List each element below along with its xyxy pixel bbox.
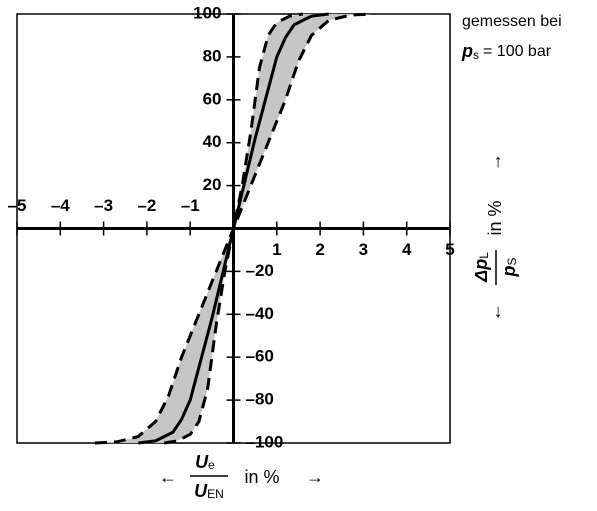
symbol: p <box>499 266 519 278</box>
denominator: UEN <box>194 481 224 501</box>
arrow: → <box>306 467 324 487</box>
y-tick-label: –20 <box>246 261 274 280</box>
sub: L <box>477 252 491 259</box>
symbol: Δp <box>471 259 491 283</box>
arrow: ← <box>159 467 177 487</box>
arrow: → <box>485 153 505 171</box>
x-tick-label: 1 <box>272 240 281 259</box>
denominator: pS <box>499 257 519 277</box>
y-tick-label: 60 <box>203 89 222 108</box>
annotation-symbol: p <box>461 41 473 61</box>
y-tick-label: –40 <box>246 304 274 323</box>
x-tick-label: –4 <box>51 196 70 215</box>
y-tick-label: 20 <box>203 175 222 194</box>
sub: EN <box>207 487 224 501</box>
annotation: gemessen bei <box>462 13 562 30</box>
symbol: U <box>195 452 209 472</box>
x-tick-label: 2 <box>315 240 324 259</box>
x-tick-label: –2 <box>137 196 156 215</box>
y-tick-label: 80 <box>203 46 222 65</box>
x-tick-label: –3 <box>94 196 113 215</box>
plot-area: –5 –4 –3 –2 –1 1 2 3 4 5 –100 –80 –60 –40 –20 20 40 60 80 1… <box>8 3 455 451</box>
sub: S <box>505 257 519 265</box>
numerator: Ue <box>195 452 215 472</box>
x-tick-label: –5 <box>8 196 27 215</box>
unit: in % <box>244 467 279 487</box>
arrow: ← <box>485 303 505 321</box>
x-tick-label: –1 <box>181 196 200 215</box>
symbol: U <box>194 481 208 501</box>
y-axis-label: ← ΔpL pS in % → <box>471 153 519 321</box>
unit: in % <box>485 200 505 235</box>
annotation-text: = 100 bar <box>483 43 552 60</box>
y-tick-label: –60 <box>246 347 274 366</box>
annotation: ps = 100 bar <box>461 41 552 62</box>
x-tick-label: 3 <box>359 240 368 259</box>
y-tick-label: 100 <box>193 3 221 22</box>
numerator: ΔpL <box>471 252 491 283</box>
x-tick-label: 4 <box>402 240 412 259</box>
annotation-sub: s <box>473 48 479 62</box>
y-tick-label: 40 <box>203 132 222 151</box>
sub: e <box>208 458 215 472</box>
x-axis-label: ← Ue UEN in % → <box>159 452 324 501</box>
y-tick-label: –100 <box>246 432 284 451</box>
y-tick-label: –80 <box>246 390 274 409</box>
x-tick-label: 5 <box>445 240 454 259</box>
